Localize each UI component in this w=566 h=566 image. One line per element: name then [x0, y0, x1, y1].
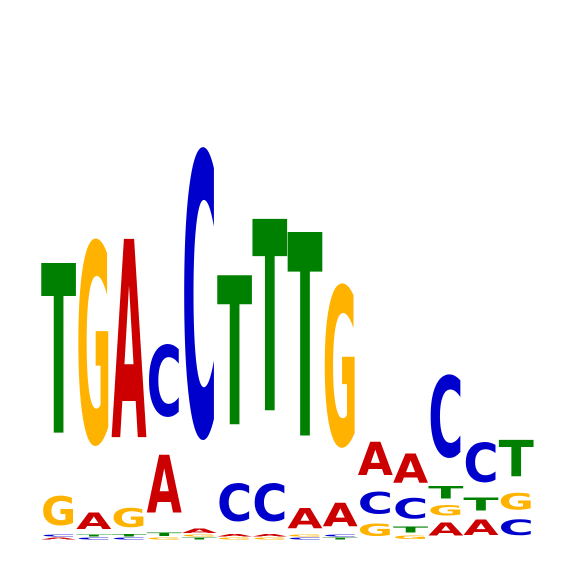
logo-letter-t: T [111, 533, 146, 537]
logo-letter-c: C [252, 473, 287, 533]
logo-letter-t: T [287, 178, 322, 502]
logo-letter-c: C [499, 515, 534, 540]
logo-letter-g: G [499, 489, 534, 515]
logo-letter-c: C [182, 77, 217, 528]
logo-letter-c: C [428, 355, 463, 483]
logo-letter-g: G [76, 189, 111, 508]
logo-letter-a: A [182, 528, 217, 535]
logo-letter-c: C [287, 537, 322, 540]
logo-letter-g: G [182, 535, 217, 538]
logo-letter-a: A [76, 509, 111, 535]
logo-column: ATC [463, 432, 499, 540]
logo-letter-t: T [147, 532, 182, 538]
logo-letter-c: C [393, 494, 428, 526]
logo-letter-t: T [463, 495, 499, 516]
logo-letter-g: G [41, 489, 76, 535]
logo-letter-c: C [111, 537, 146, 540]
logo-letter-g: G [147, 537, 182, 540]
logo-letter-c: C [217, 473, 252, 533]
logo-letter-c: C [41, 534, 76, 537]
logo-column: GCA [358, 433, 393, 540]
logo-letter-t: T [393, 525, 428, 535]
logo-letter-a: A [393, 446, 429, 493]
logo-letter-t: T [182, 537, 217, 540]
logo-letter-a: A [463, 516, 499, 541]
logo-letter-c: C [323, 534, 358, 537]
logo-column: CGT [499, 430, 535, 540]
logo-letter-t: T [76, 534, 111, 537]
logo-letter-t: T [252, 166, 287, 473]
logo-letter-t: T [41, 216, 76, 488]
logo-letter-a: A [287, 502, 322, 534]
logo-letter-g: G [217, 537, 252, 540]
logo-letter-c: C [76, 537, 111, 540]
logo-letter-g: G [111, 503, 146, 533]
logo-letter-a: A [252, 533, 287, 537]
logo-letter-a: A [323, 497, 359, 534]
logo-letter-g: G [323, 244, 358, 497]
logo-letter-g: G [393, 535, 428, 540]
logo-letter-t: T [499, 430, 535, 488]
logo-letter-a: A [358, 433, 393, 486]
logo-letter-g: G [252, 537, 287, 540]
logo-letter-t: T [323, 537, 358, 540]
logo-letter-a: A [217, 533, 252, 537]
logo-letter-c: C [463, 432, 498, 494]
logo-letter-g: G [428, 502, 463, 519]
logo-letter-g: G [358, 521, 393, 540]
logo-letter-g: G [287, 535, 322, 538]
logo-letter-c: C [358, 487, 393, 521]
logo-letter-a: A [41, 537, 76, 540]
logo-letter-t: T [428, 483, 463, 503]
logo-letter-a: A [428, 520, 464, 541]
logo-letter-a: A [111, 185, 146, 502]
logo-letter-a: A [147, 440, 182, 532]
logo-letter-c: C [147, 326, 182, 439]
logo-letter-t: T [217, 236, 252, 473]
